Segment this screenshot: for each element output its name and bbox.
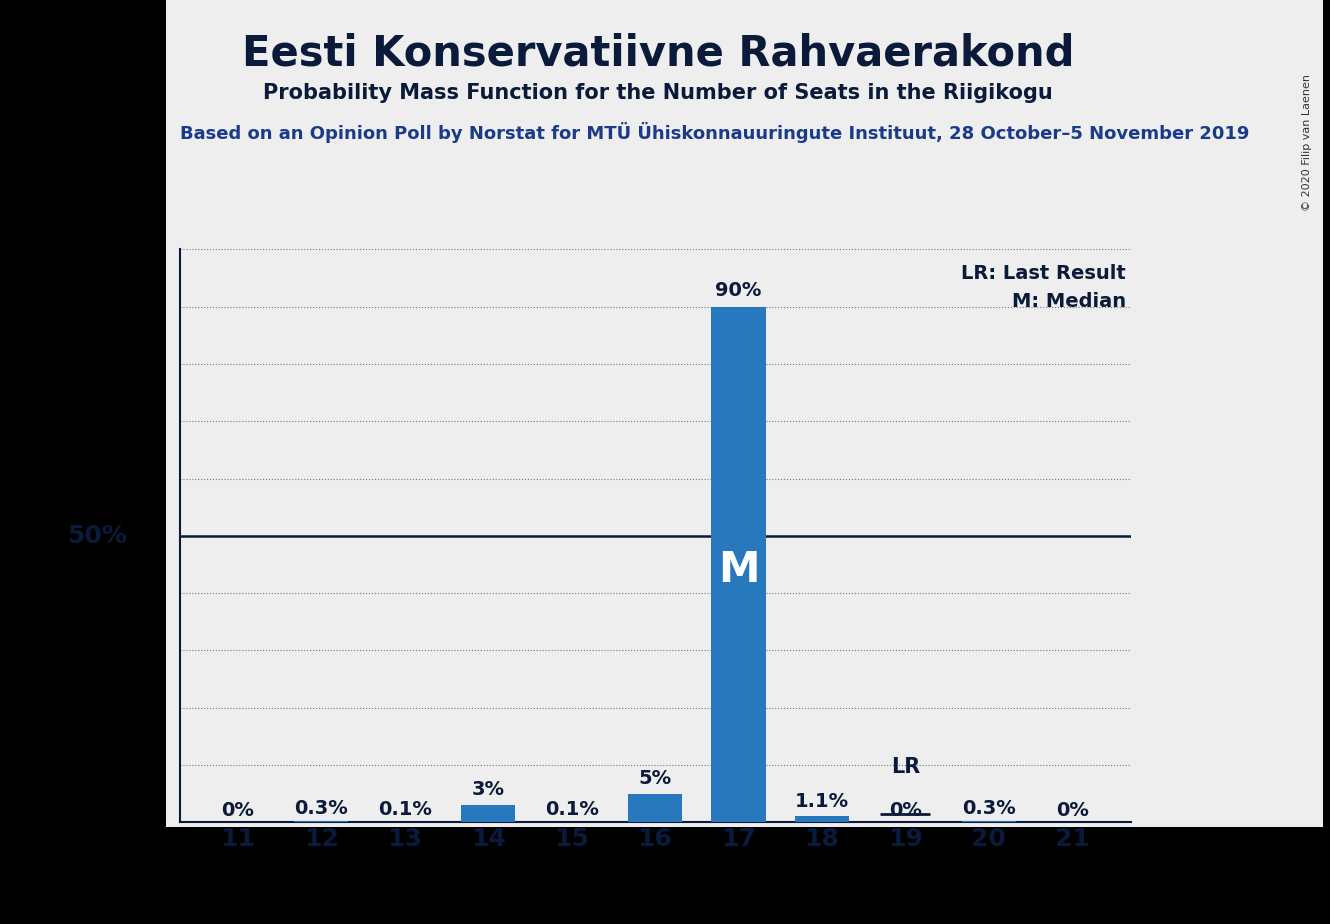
Text: 0.1%: 0.1% (545, 800, 598, 819)
Text: 0%: 0% (888, 801, 922, 821)
Text: © 2020 Filip van Laenen: © 2020 Filip van Laenen (1302, 74, 1313, 211)
Bar (628, 794, 682, 822)
Text: M: M (718, 549, 759, 591)
Text: Based on an Opinion Poll by Norstat for MTÜ Ühiskonnauuringute Instituut, 28 Oct: Based on an Opinion Poll by Norstat for … (180, 122, 1249, 143)
Bar (712, 307, 766, 822)
Bar (795, 816, 849, 822)
Bar (294, 821, 348, 822)
Text: 0.3%: 0.3% (962, 798, 1016, 818)
Text: 3%: 3% (472, 781, 504, 799)
Text: LR: Last Result: LR: Last Result (962, 264, 1125, 283)
Text: 0%: 0% (1056, 801, 1088, 821)
Text: 5%: 5% (638, 769, 672, 788)
Bar (462, 805, 515, 822)
Text: 1.1%: 1.1% (795, 793, 849, 811)
Text: 0.3%: 0.3% (294, 798, 348, 818)
Text: Eesti Konservatiivne Rahvaerakond: Eesti Konservatiivne Rahvaerakond (242, 32, 1075, 74)
Text: Probability Mass Function for the Number of Seats in the Riigikogu: Probability Mass Function for the Number… (263, 83, 1053, 103)
Bar (962, 821, 1016, 822)
Text: 50%: 50% (68, 524, 128, 548)
Text: M: Median: M: Median (1012, 292, 1125, 311)
Text: 90%: 90% (716, 281, 762, 300)
Text: 0.1%: 0.1% (378, 800, 432, 819)
Text: 0%: 0% (222, 801, 254, 821)
Text: LR: LR (891, 757, 920, 776)
